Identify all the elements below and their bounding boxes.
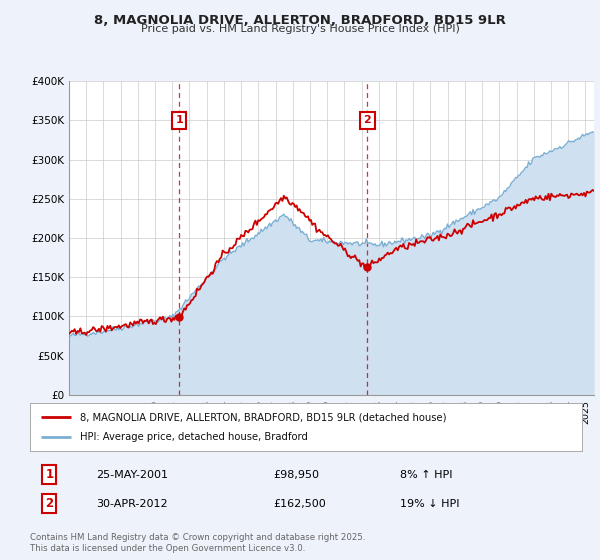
Text: 2: 2	[45, 497, 53, 510]
Text: 8, MAGNOLIA DRIVE, ALLERTON, BRADFORD, BD15 9LR: 8, MAGNOLIA DRIVE, ALLERTON, BRADFORD, B…	[94, 14, 506, 27]
Text: 1: 1	[175, 115, 183, 125]
Text: £162,500: £162,500	[273, 499, 326, 508]
Text: 1: 1	[45, 468, 53, 481]
Text: HPI: Average price, detached house, Bradford: HPI: Average price, detached house, Brad…	[80, 432, 308, 442]
Text: £98,950: £98,950	[273, 470, 319, 479]
Text: 8, MAGNOLIA DRIVE, ALLERTON, BRADFORD, BD15 9LR (detached house): 8, MAGNOLIA DRIVE, ALLERTON, BRADFORD, B…	[80, 413, 446, 422]
Text: 25-MAY-2001: 25-MAY-2001	[96, 470, 168, 479]
Text: Price paid vs. HM Land Registry's House Price Index (HPI): Price paid vs. HM Land Registry's House …	[140, 24, 460, 34]
Text: 2: 2	[364, 115, 371, 125]
Text: Contains HM Land Registry data © Crown copyright and database right 2025.
This d: Contains HM Land Registry data © Crown c…	[30, 533, 365, 553]
Text: 30-APR-2012: 30-APR-2012	[96, 499, 168, 508]
Text: 19% ↓ HPI: 19% ↓ HPI	[400, 499, 460, 508]
Text: 8% ↑ HPI: 8% ↑ HPI	[400, 470, 452, 479]
